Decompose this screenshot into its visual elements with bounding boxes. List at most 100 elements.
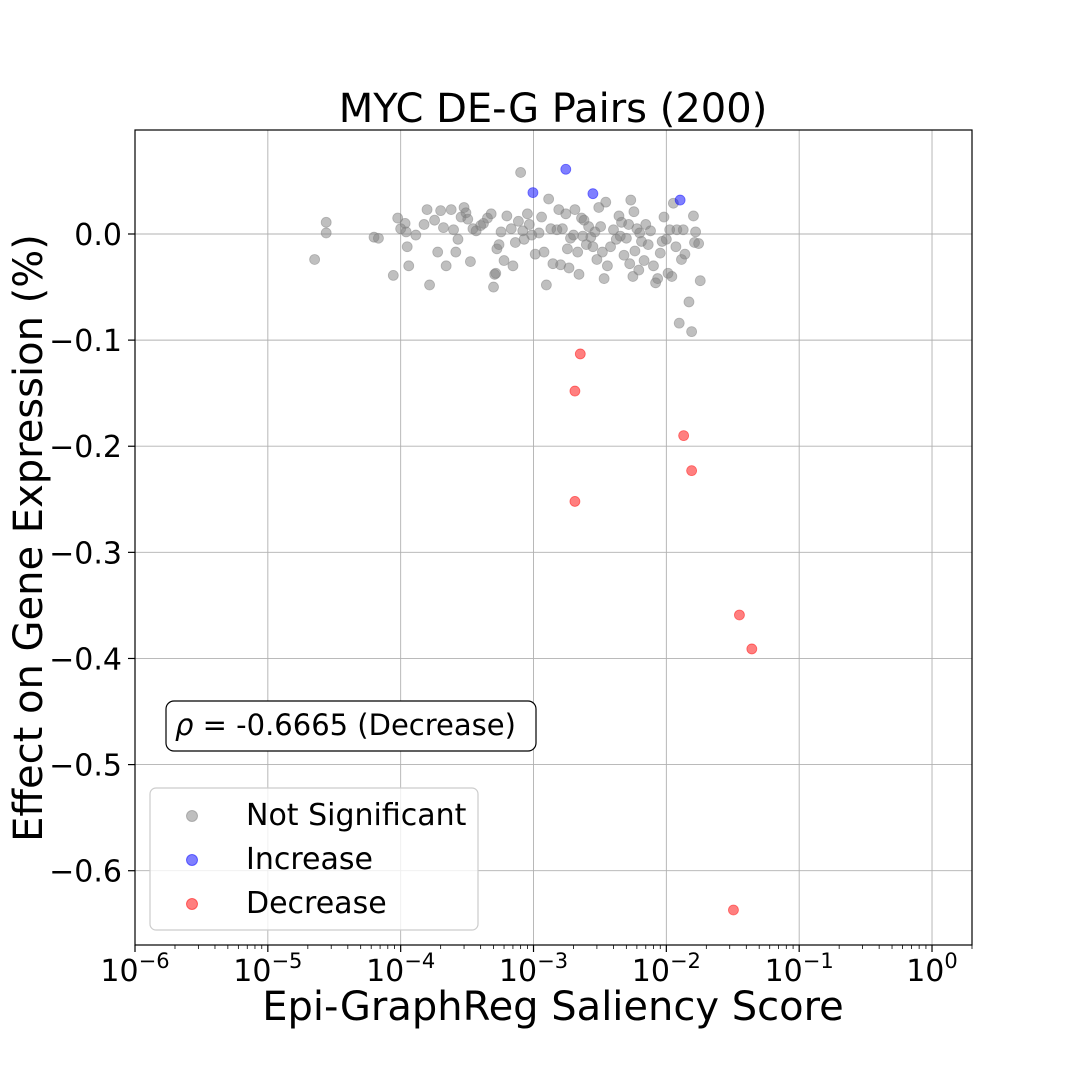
point-not-significant — [602, 260, 613, 272]
point-not-significant — [642, 239, 654, 251]
point-not-significant — [568, 229, 579, 241]
point-not-significant — [400, 226, 412, 238]
point-not-significant — [536, 211, 547, 223]
point-not-significant — [421, 204, 433, 215]
point-not-significant — [440, 260, 452, 272]
point-not-significant — [688, 210, 699, 222]
point-not-significant — [424, 279, 435, 291]
point-not-significant — [556, 223, 568, 235]
point-not-significant — [438, 222, 449, 234]
x-tick-label: 10−4 — [366, 949, 435, 989]
point-not-significant — [628, 206, 640, 218]
x-tick-label: 10−3 — [499, 949, 568, 989]
point-not-significant — [569, 204, 581, 215]
point-not-significant — [320, 227, 332, 239]
y-axis-ticks: 0.0 −0.1 −0.2 −0.3 −0.4 −0.5 −0.6 — [49, 218, 135, 890]
point-not-significant — [598, 273, 610, 284]
point-not-significant — [625, 194, 637, 206]
point-not-significant — [490, 267, 502, 279]
point-not-significant — [573, 268, 585, 280]
point-not-significant — [445, 204, 457, 215]
point-not-significant — [633, 264, 645, 276]
point-not-significant — [638, 255, 650, 266]
point-not-significant — [618, 249, 630, 261]
point-not-significant — [694, 275, 706, 287]
point-not-significant — [515, 167, 527, 178]
point-not-significant — [600, 196, 612, 208]
point-not-significant — [660, 233, 672, 245]
point-decrease — [746, 643, 758, 655]
point-not-significant — [373, 232, 384, 244]
point-decrease — [574, 348, 586, 360]
point-not-significant — [563, 262, 575, 274]
point-decrease — [678, 430, 690, 442]
point-not-significant — [387, 269, 399, 281]
point-not-significant — [522, 208, 533, 220]
legend-label-not-significant: Not Significant — [246, 798, 467, 833]
point-decrease — [686, 465, 698, 477]
point-not-significant — [450, 246, 462, 258]
data-points — [309, 163, 758, 916]
point-not-significant — [488, 281, 499, 293]
y-tick-label: −0.2 — [49, 430, 122, 465]
point-not-significant — [686, 326, 698, 338]
point-not-significant — [629, 245, 641, 257]
point-not-significant — [605, 241, 616, 253]
point-increase — [674, 194, 686, 206]
point-not-significant — [309, 254, 321, 265]
point-decrease — [569, 385, 581, 397]
point-not-significant — [540, 279, 552, 291]
point-not-significant — [670, 241, 682, 253]
x-axis-ticks: 10−6 10−5 10−4 10−3 10−2 10−1 100 — [100, 945, 973, 989]
y-axis-label: Effect on Gene Expression (%) — [6, 234, 52, 842]
point-not-significant — [624, 258, 636, 270]
legend-marker-increase — [186, 854, 198, 866]
point-not-significant — [648, 260, 659, 272]
x-tick-label: 10−6 — [100, 949, 169, 989]
point-not-significant — [498, 255, 510, 266]
annotation-symbol: ρ — [175, 708, 194, 742]
annotation-text: ρ = -0.6665 (Decrease) — [175, 708, 516, 742]
point-not-significant — [683, 296, 695, 308]
point-not-significant — [620, 232, 632, 244]
point-not-significant — [658, 211, 670, 223]
point-not-significant — [320, 216, 332, 228]
point-not-significant — [403, 260, 415, 272]
point-not-significant — [572, 246, 584, 258]
point-not-significant — [677, 224, 689, 236]
point-not-significant — [690, 226, 701, 238]
point-not-significant — [448, 224, 459, 236]
point-not-significant — [673, 317, 685, 329]
y-tick-label: −0.1 — [49, 324, 122, 359]
grid-lines — [134, 130, 972, 945]
point-decrease — [734, 609, 745, 621]
point-decrease — [728, 904, 739, 916]
x-axis-label: Epi-GraphReg Saliency Score — [262, 984, 844, 1030]
point-not-significant — [495, 226, 507, 238]
point-not-significant — [587, 241, 599, 253]
point-not-significant — [562, 243, 573, 255]
legend-box — [149, 787, 479, 931]
point-not-significant — [513, 215, 524, 227]
annotation-box — [165, 700, 537, 752]
y-tick-label: −0.5 — [49, 749, 122, 784]
point-not-significant — [452, 233, 464, 245]
y-tick-label: 0.0 — [74, 218, 122, 253]
point-not-significant — [505, 223, 517, 235]
point-not-significant — [652, 273, 664, 284]
y-tick-label: −0.6 — [49, 855, 122, 890]
x-tick-label: 10−1 — [765, 949, 834, 989]
x-tick-label: 100 — [906, 949, 958, 989]
point-not-significant — [538, 246, 550, 258]
plot-frame — [134, 129, 973, 946]
point-not-significant — [679, 248, 691, 260]
point-not-significant — [591, 254, 603, 265]
point-not-significant — [596, 246, 608, 258]
chart-title: MYC DE-G Pairs (200) — [339, 86, 768, 132]
point-not-significant — [485, 208, 497, 220]
legend: Not Significant Increase Decrease — [149, 787, 479, 931]
point-not-significant — [666, 271, 678, 282]
point-not-significant — [533, 227, 545, 239]
point-not-significant — [529, 248, 541, 260]
